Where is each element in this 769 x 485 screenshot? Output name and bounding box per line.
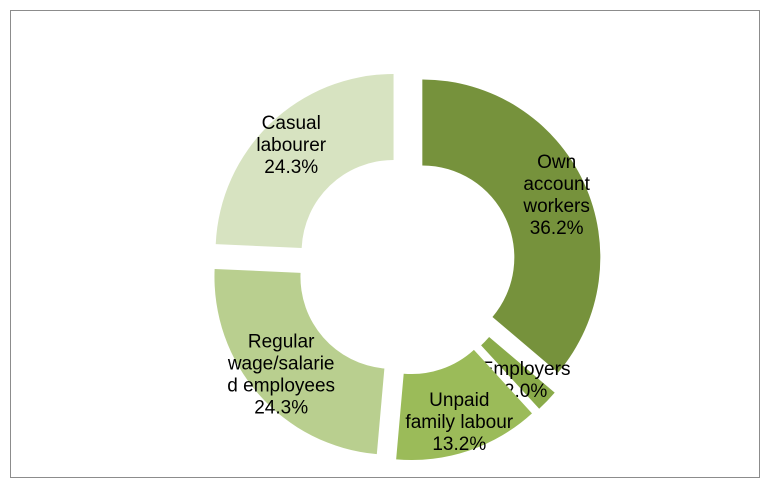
slice-label-line: Employers xyxy=(481,359,571,380)
slice-label-line: Regular xyxy=(248,331,315,352)
donut-slice-casual-labourer xyxy=(215,74,394,248)
chart-frame: Own account workers 36.2% Employers 2.0% Unpai… xyxy=(10,10,760,478)
slice-group-0: Own account workers 36.2% xyxy=(422,79,601,373)
slice-label-line: 13.2% xyxy=(432,434,486,455)
slice-group-3: Regular wage/salarie d employees 24.3% xyxy=(214,269,385,455)
slice-label-line: account xyxy=(523,174,590,195)
slice-label-line: labourer xyxy=(256,135,326,156)
donut-slice-own-account-workers xyxy=(422,79,601,373)
slice-label-0: Own account workers 36.2% xyxy=(522,152,590,239)
slice-label-line: workers xyxy=(522,196,590,217)
slice-label-line: Casual xyxy=(262,113,321,134)
slice-label-3: Regular wage/salarie d employees 24.3% xyxy=(227,331,335,418)
slice-label-line: Unpaid xyxy=(429,390,489,411)
slice-label-2: Unpaid family labour 13.2% xyxy=(405,390,513,455)
donut-chart: Own account workers 36.2%Employers 2.0%Unpai… xyxy=(214,74,601,461)
slice-label-line: d employees xyxy=(227,375,335,396)
donut-slice-regular-wage-salaried-employees xyxy=(214,269,385,455)
slice-label-4: Casual labourer 24.3% xyxy=(256,113,326,178)
slice-label-line: family labour xyxy=(405,412,513,433)
slice-label-line: 36.2% xyxy=(530,218,584,239)
slice-group-4: Casual labourer 24.3% xyxy=(215,74,394,248)
slice-label-line: wage/salarie xyxy=(227,353,335,374)
slice-group-2: Unpaid family labour 13.2% xyxy=(396,349,532,461)
slice-label-line: 24.3% xyxy=(254,397,308,418)
slice-label-line: 24.3% xyxy=(264,157,318,178)
slice-label-line: Own xyxy=(537,152,576,173)
donut-slice-employers xyxy=(481,337,555,409)
donut-slice-unpaid-family-labour xyxy=(396,349,532,461)
